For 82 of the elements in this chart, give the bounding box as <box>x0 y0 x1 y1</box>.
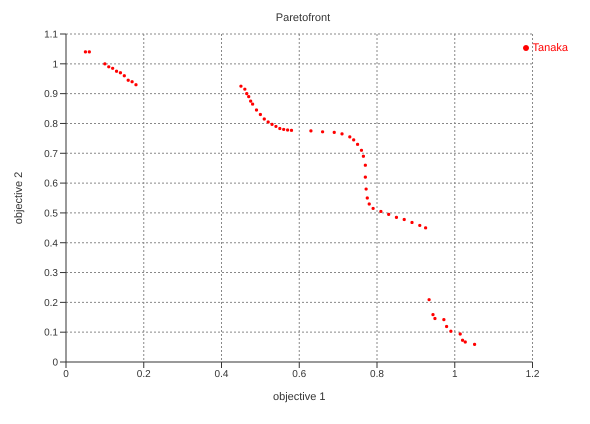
point <box>368 202 371 206</box>
point <box>126 78 130 82</box>
point <box>114 70 118 73</box>
y-tick-label: 1 <box>52 59 58 70</box>
point <box>239 84 243 88</box>
point <box>262 117 266 121</box>
point <box>364 187 368 191</box>
chart-title: Paretofront <box>274 12 332 24</box>
legend-label: Tanaka <box>532 42 568 54</box>
point <box>458 332 462 336</box>
x-tick-label: 0.8 <box>370 369 384 380</box>
point <box>103 62 106 66</box>
x-tick-label: 1 <box>452 369 458 380</box>
point <box>356 142 360 146</box>
y-tick-label: 0 <box>52 358 58 369</box>
point <box>243 88 246 91</box>
point <box>286 128 290 132</box>
point <box>472 342 476 346</box>
y-tick-label: 0.3 <box>44 268 58 280</box>
y-tick-label: 0.1 <box>44 328 58 339</box>
y-tick-label: 0.9 <box>44 89 58 100</box>
point <box>134 83 138 86</box>
point <box>348 135 352 138</box>
point <box>258 112 262 116</box>
point <box>449 330 452 333</box>
point <box>332 130 336 134</box>
point <box>372 206 375 210</box>
point <box>445 324 448 328</box>
y-tick-label: 0.8 <box>44 119 58 130</box>
point <box>379 210 382 214</box>
point <box>402 218 406 222</box>
point <box>460 338 464 342</box>
point <box>278 126 282 130</box>
point <box>254 108 258 112</box>
y-tick-label: 0.5 <box>44 208 58 220</box>
point <box>418 224 422 228</box>
x-tick-label: 1.2 <box>526 369 540 380</box>
point <box>130 80 134 84</box>
point <box>247 95 250 98</box>
point <box>433 316 437 320</box>
point <box>362 154 366 158</box>
point <box>266 120 270 124</box>
point <box>290 128 294 132</box>
point <box>274 124 278 128</box>
x-tick-label: 0.2 <box>136 369 152 380</box>
point <box>366 196 369 200</box>
x-tick-label: 0 <box>63 369 70 380</box>
point <box>364 164 367 167</box>
point <box>107 65 110 68</box>
y-tick-label: 1.1 <box>44 30 58 41</box>
x-axis-title: objective 1 <box>272 391 326 403</box>
point <box>251 102 254 106</box>
point <box>88 50 91 54</box>
point <box>442 318 446 322</box>
point <box>424 226 428 230</box>
y-axis-title: objective 2 <box>12 172 25 224</box>
point <box>320 130 324 134</box>
point <box>84 50 88 54</box>
point <box>245 92 248 96</box>
point <box>249 99 252 103</box>
point <box>309 129 313 133</box>
point <box>270 122 274 126</box>
y-tick-label: 0.2 <box>44 298 58 309</box>
point <box>387 212 390 216</box>
point <box>118 71 122 74</box>
point <box>352 138 356 142</box>
y-tick-label: 0.6 <box>44 178 58 190</box>
point <box>410 220 414 224</box>
point <box>122 74 126 78</box>
y-tick-label: 0.7 <box>44 148 58 160</box>
point <box>431 312 435 316</box>
point <box>394 216 398 219</box>
point <box>428 298 431 302</box>
point <box>360 148 364 152</box>
point <box>364 176 367 179</box>
y-tick-label: 0.4 <box>44 238 58 250</box>
x-tick-label: 0.6 <box>292 369 307 380</box>
point <box>340 132 344 136</box>
x-tick-label: 0.4 <box>214 369 229 380</box>
point <box>111 66 114 70</box>
point <box>464 340 467 344</box>
point <box>282 128 286 132</box>
